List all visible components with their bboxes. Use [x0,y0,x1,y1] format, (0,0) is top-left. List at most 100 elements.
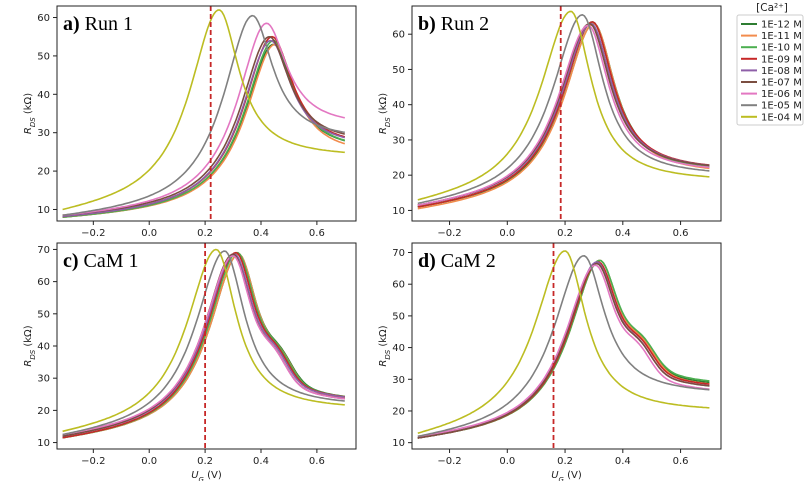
x-axis-label: UG (V) [551,470,582,481]
series-line-1e-04-m [417,10,710,201]
series-line-1e-12-m [62,43,346,218]
series-line-1e-07-m [417,262,710,439]
series-line-1e-06-m [417,264,710,438]
y-axis-label: RDS (kΩ) [23,93,37,134]
x-tick-label: 0.4 [615,456,631,467]
series-line-1e-11-m [62,253,345,439]
x-tick-label: 0.6 [673,456,689,467]
series-line-1e-04-m [417,250,710,434]
y-axis-label: RDS (kΩ) [23,325,37,366]
x-tick-label: 0.0 [141,456,157,467]
x-tick-label: 0.4 [253,456,269,467]
series-line-1e-08-m [62,39,345,218]
legend-label: 1E-06 M [761,89,802,100]
y-tick-label: 60 [392,280,405,291]
y-tick-label: 40 [392,343,405,354]
series-line-1e-09-m [417,261,710,439]
y-tick-label: 30 [37,128,50,139]
x-tick-label: 0.6 [673,228,689,239]
x-tick-label: 0.0 [499,456,515,467]
y-tick-label: 10 [392,438,405,449]
y-axis-label: RDS (kΩ) [378,325,392,366]
y-tick-label: 40 [37,342,50,353]
y-tick-label: 60 [392,30,405,41]
series-line-1e-08-m [417,22,710,206]
series-line-1e-04-m [62,9,345,211]
series-line-1e-05-m [417,255,710,438]
x-tick-label: 0.0 [499,228,515,239]
y-tick-label: 10 [37,438,50,449]
x-tick-label: 0.2 [557,228,573,239]
series-line-1e-07-m [62,35,345,216]
legend-frame [736,14,804,126]
chart-panels: −0.2 0.0 0.2 0.4 0.6 10 20 30 40 50 60 a) Run 1 RDS … [23,5,722,481]
series-line-1e-09-m [62,251,345,439]
series-group [417,250,710,439]
y-tick-label: 50 [37,309,50,320]
y-tick-label: 60 [37,13,50,24]
y-axis-label: RDS (kΩ) [378,93,392,134]
y-tick-label: 40 [392,100,405,111]
panel-d: −0.2 0.0 0.2 0.4 0.6 10 20 30 40 50 60 70 d) CaM 2 RD… [378,242,722,481]
legend-label: 1E-10 M [761,43,802,54]
series-line-1e-05-m [62,14,345,216]
series-group [62,248,345,439]
x-tick-label: 0.2 [197,456,213,467]
series-line-1e-09-m [62,35,346,218]
legend-label: 1E-11 M [761,31,802,42]
plot-frame [56,5,357,222]
series-line-1e-10-m [417,259,710,439]
x-axis-label: UG (V) [191,470,222,481]
plot-frame [411,5,722,222]
series-line-1e-11-m [417,22,710,210]
x-tick-label: −0.2 [437,228,461,239]
y-tick-label: 20 [37,406,50,417]
y-tick-label: 20 [37,167,50,178]
panel-b: −0.2 0.0 0.2 0.4 0.6 10 20 30 40 50 60 b) Run 2 RDS … [378,5,722,239]
y-tick-label: 70 [392,248,405,259]
y-tick-label: 70 [37,245,50,256]
y-tick-label: 10 [392,206,405,217]
series-line-1e-04-m [62,248,345,433]
legend-label: 1E-05 M [761,101,802,112]
legend-label: 1E-04 M [761,112,802,123]
x-tick-label: 0.0 [141,228,157,239]
series-line-1e-06-m [62,22,345,216]
series-line-1e-11-m [62,43,346,218]
x-tick-label: 0.6 [309,456,325,467]
legend-label: 1E-12 M [761,20,802,31]
y-tick-label: 50 [392,65,405,76]
plot-frame [411,242,722,450]
panel-a: −0.2 0.0 0.2 0.4 0.6 10 20 30 40 50 60 a) Run 1 RDS … [23,5,357,239]
series-line-1e-06-m [417,24,710,206]
legend-label: 1E-09 M [761,54,802,65]
x-tick-label: −0.2 [81,228,105,239]
panel-title: a) Run 1 [63,13,133,35]
series-line-1e-10-m [62,39,346,218]
series-group [417,10,710,210]
y-tick-label: 30 [392,135,405,146]
x-tick-label: 0.2 [197,228,213,239]
series-line-1e-06-m [62,255,345,436]
panel-title: d) CaM 2 [418,250,496,272]
y-tick-label: 40 [37,90,50,101]
x-tick-label: 0.4 [615,228,631,239]
legend-label: 1E-07 M [761,78,802,89]
y-tick-label: 50 [392,311,405,322]
legend: [Ca²⁺] 1E-12 M1E-11 M1E-10 M1E-09 M1E-08… [736,2,804,126]
series-line-1e-09-m [417,21,710,208]
panel-title: c) CaM 1 [63,250,139,272]
legend-label: 1E-08 M [761,66,802,77]
series-line-1e-08-m [417,261,710,439]
panel-c: −0.2 0.0 0.2 0.4 0.6 10 20 30 40 50 60 70 c) CaM 1 RD… [23,242,357,481]
y-tick-label: 30 [37,374,50,385]
plot-frame [56,242,357,450]
x-tick-label: −0.2 [81,456,105,467]
y-tick-label: 60 [37,277,50,288]
legend-items: 1E-12 M1E-11 M1E-10 M1E-09 M1E-08 M1E-07… [741,20,802,123]
y-tick-label: 10 [37,205,50,216]
y-tick-label: 20 [392,406,405,417]
y-tick-label: 50 [37,51,50,62]
series-group [62,9,346,218]
x-tick-label: 0.4 [253,228,269,239]
